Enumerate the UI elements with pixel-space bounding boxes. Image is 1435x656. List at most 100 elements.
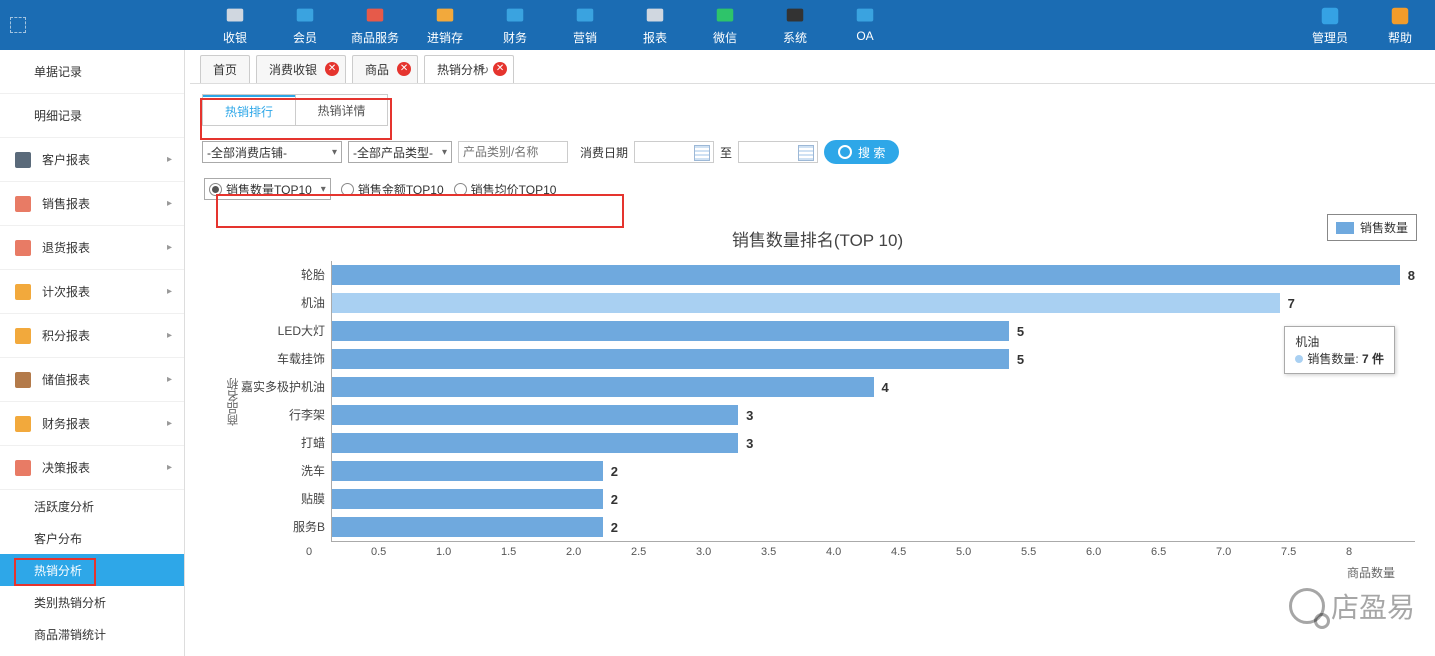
nav-进销存[interactable]: 进销存 [410, 1, 480, 50]
side-明细记录[interactable]: 明细记录 [0, 94, 184, 138]
radio-销售金额TOP10[interactable]: 销售金额TOP10 [341, 181, 444, 198]
y-axis-label: 商品名称 [220, 378, 241, 426]
bar-value: 2 [611, 520, 618, 535]
bar[interactable] [332, 461, 603, 481]
nav-会员[interactable]: 会员 [270, 1, 340, 50]
side-sub-热销分析[interactable]: 热销分析 [0, 554, 184, 586]
wallet-icon [14, 371, 32, 389]
bar-value: 3 [746, 436, 753, 451]
x-tick: 0 [306, 546, 371, 558]
bar-row: 8 [332, 261, 1415, 289]
keyword-input[interactable] [458, 141, 568, 163]
logo-placeholder [10, 17, 26, 33]
nav-icon [361, 5, 389, 27]
top-nav: 收银会员商品服务进销存财务营销报表微信系统OA 管理员帮助 [0, 0, 1435, 50]
tab-消费收银[interactable]: 消费收银✕ [256, 55, 346, 83]
tab-bar: 首页消费收银✕商品✕热销分析↻✕ [190, 50, 1435, 84]
bar[interactable] [332, 321, 1009, 341]
category-select[interactable]: -全部产品类型- [348, 141, 452, 163]
user-icon [14, 151, 32, 169]
close-icon[interactable]: ✕ [325, 62, 339, 76]
nav-OA[interactable]: OA [830, 1, 900, 50]
x-tick: 5.0 [956, 546, 1021, 558]
bar-row: 3 [332, 429, 1415, 457]
side-储值报表[interactable]: 储值报表▸ [0, 358, 184, 402]
subtab-热销排行[interactable]: 热销排行 [203, 95, 295, 125]
x-tick: 0.5 [371, 546, 436, 558]
date-label: 消费日期 [580, 144, 628, 161]
x-tick: 6.0 [1086, 546, 1151, 558]
nav-商品服务[interactable]: 商品服务 [340, 1, 410, 50]
nav-微信[interactable]: 微信 [690, 1, 760, 50]
radio-销售数量TOP10[interactable]: 销售数量TOP10 [204, 178, 331, 200]
y-label: 打蜡 [241, 429, 331, 457]
x-axis-ticks: 00.51.01.52.02.53.03.54.04.55.05.56.06.5… [310, 542, 1415, 558]
nav-报表[interactable]: 报表 [620, 1, 690, 50]
subtab-热销详情[interactable]: 热销详情 [295, 95, 387, 125]
tab-首页[interactable]: 首页 [200, 55, 250, 83]
shop-select[interactable]: -全部消费店铺- [202, 141, 342, 163]
radio-dot [341, 183, 354, 196]
nav-收银[interactable]: 收银 [200, 1, 270, 50]
bar[interactable] [332, 405, 738, 425]
close-icon[interactable]: ✕ [493, 62, 507, 76]
side-sub-类别热销分析[interactable]: 类别热销分析 [0, 586, 184, 618]
side-sub-商品滞销统计[interactable]: 商品滞销统计 [0, 618, 184, 650]
coin-icon [14, 415, 32, 433]
y-label: 轮胎 [241, 261, 331, 289]
bar[interactable] [332, 489, 603, 509]
main-area: 首页消费收银✕商品✕热销分析↻✕ 热销排行热销详情 -全部消费店铺- -全部产品… [190, 50, 1435, 656]
chart-legend: 销售数量 [1327, 214, 1417, 241]
x-tick: 8 [1346, 546, 1411, 558]
nav-icon [571, 5, 599, 27]
x-axis-label: 商品数量 [220, 558, 1415, 581]
side-sub-活跃度分析[interactable]: 活跃度分析 [0, 490, 184, 522]
bars-container: 8755433222 [331, 261, 1415, 542]
bar-row: 4 [332, 373, 1415, 401]
side-单据记录[interactable]: 单据记录 [0, 50, 184, 94]
bar[interactable] [332, 293, 1280, 313]
side-计次报表[interactable]: 计次报表▸ [0, 270, 184, 314]
close-icon[interactable]: ✕ [397, 62, 411, 76]
side-客户报表[interactable]: 客户报表▸ [0, 138, 184, 182]
side-sub-客户分布[interactable]: 客户分布 [0, 522, 184, 554]
bar[interactable] [332, 377, 874, 397]
bar[interactable] [332, 349, 1009, 369]
x-tick: 1.0 [436, 546, 501, 558]
tab-热销分析[interactable]: 热销分析↻✕ [424, 55, 514, 83]
bar-value: 5 [1017, 324, 1024, 339]
bars-icon [14, 283, 32, 301]
date-to-input[interactable] [738, 141, 818, 163]
bar[interactable] [332, 433, 738, 453]
bar[interactable] [332, 265, 1400, 285]
x-tick: 3.5 [761, 546, 826, 558]
side-积分报表[interactable]: 积分报表▸ [0, 314, 184, 358]
subtabs: 热销排行热销详情 [202, 94, 388, 126]
nav-icon [781, 5, 809, 27]
side-财务报表[interactable]: 财务报表▸ [0, 402, 184, 446]
side-决策报表[interactable]: 决策报表▸ [0, 446, 184, 490]
radio-row: 销售数量TOP10 销售金额TOP10 销售均价TOP10 [190, 168, 1435, 210]
bar[interactable] [332, 517, 603, 537]
radio-销售均价TOP10[interactable]: 销售均价TOP10 [454, 181, 557, 198]
refresh-icon[interactable]: ↻ [479, 63, 489, 77]
doc-icon [14, 239, 32, 257]
nav-财务[interactable]: 财务 [480, 1, 550, 50]
bar-value: 2 [611, 464, 618, 479]
side-销售报表[interactable]: 销售报表▸ [0, 182, 184, 226]
tab-商品[interactable]: 商品✕ [352, 55, 418, 83]
search-button[interactable]: 搜 索 [824, 140, 899, 164]
nav-营销[interactable]: 营销 [550, 1, 620, 50]
nav-icon [1316, 5, 1344, 27]
bar-row: 7 [332, 289, 1415, 317]
logo-area [10, 0, 190, 50]
side-退货报表[interactable]: 退货报表▸ [0, 226, 184, 270]
nav-系统[interactable]: 系统 [760, 1, 830, 50]
nav-帮助[interactable]: 帮助 [1375, 1, 1425, 50]
chart-tooltip: 机油销售数量: 7 件 [1284, 326, 1395, 374]
nav-管理员[interactable]: 管理员 [1305, 1, 1355, 50]
y-label: 行李架 [241, 401, 331, 429]
x-tick: 3.0 [696, 546, 761, 558]
sidebar: 单据记录明细记录客户报表▸销售报表▸退货报表▸计次报表▸积分报表▸储值报表▸财务… [0, 50, 185, 656]
date-from-input[interactable] [634, 141, 714, 163]
